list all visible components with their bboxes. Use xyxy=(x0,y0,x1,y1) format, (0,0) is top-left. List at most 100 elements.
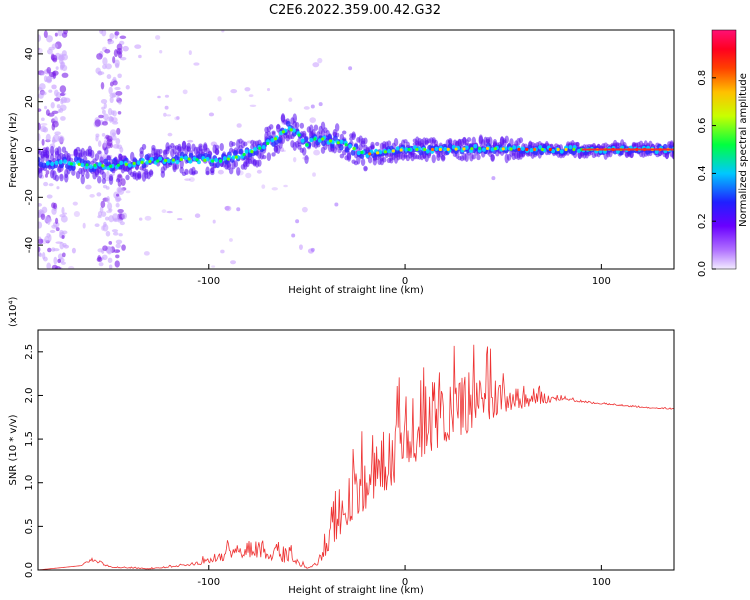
vertical-band-1-speckle xyxy=(105,63,112,70)
vertical-band-1-speckle xyxy=(109,33,115,40)
vertical-band-0-speckle xyxy=(45,133,51,142)
y-tick-label: -40 xyxy=(24,237,35,253)
vertical-band-0-speckle xyxy=(38,83,46,90)
ridge-core xyxy=(205,156,210,162)
outlier-speckle xyxy=(491,176,496,181)
ridge-peak xyxy=(423,147,427,152)
ridge-peak xyxy=(415,147,419,152)
noise-speckle xyxy=(211,265,216,268)
y-tick-label: 1.0 xyxy=(24,475,35,491)
noise-speckle xyxy=(144,215,152,221)
noise-speckle xyxy=(89,194,95,198)
vertical-band-0-speckle xyxy=(40,213,46,220)
vertical-band-0-speckle xyxy=(59,85,67,94)
ridge-halo xyxy=(372,158,378,166)
noise-speckle xyxy=(220,249,225,254)
ridge-halo xyxy=(89,149,95,159)
ridge-core xyxy=(443,146,448,152)
noise-speckle xyxy=(72,201,78,206)
y-tick-label: 0 xyxy=(24,146,35,152)
ridge-core xyxy=(214,157,219,163)
vertical-band-1-speckle xyxy=(96,192,102,197)
vertical-band-1-speckle xyxy=(111,135,117,141)
noise-speckle xyxy=(193,62,200,66)
noise-speckle xyxy=(177,217,183,221)
vertical-band-1-speckle xyxy=(101,109,106,115)
snr-frame xyxy=(37,329,675,571)
vertical-band-1-speckle xyxy=(117,110,122,115)
y-tick-label: 2.0 xyxy=(24,388,35,404)
ridge-peak xyxy=(509,147,513,151)
outlier-speckle xyxy=(318,102,323,107)
ridge-peak xyxy=(250,150,254,154)
ridge-halo xyxy=(141,143,147,150)
ridge-halo xyxy=(219,142,224,152)
vertical-band-1-speckle xyxy=(121,244,126,251)
ridge-halo xyxy=(575,141,580,147)
snr-series-line xyxy=(38,344,674,570)
ridge-peak xyxy=(525,147,529,152)
ridge-peak xyxy=(533,147,537,152)
x-tick-label: 100 xyxy=(592,276,611,287)
vertical-band-1-speckle xyxy=(102,245,108,251)
ridge-halo xyxy=(101,178,107,184)
y-tick-label: 20 xyxy=(24,95,35,108)
noise-speckle xyxy=(266,87,271,92)
ridge-peak xyxy=(485,146,490,151)
ridge-halo xyxy=(261,155,267,160)
ridge-peak xyxy=(297,133,301,137)
ridge-halo xyxy=(448,137,453,144)
vertical-band-1-speckle xyxy=(114,260,120,268)
outlier-speckle xyxy=(310,104,315,109)
ridge-body xyxy=(338,144,344,151)
vertical-band-1-speckle xyxy=(115,90,123,96)
ridge-peak xyxy=(360,150,364,154)
ridge-halo xyxy=(266,152,272,162)
noise-speckle xyxy=(164,105,169,110)
ridge-peak xyxy=(116,163,121,167)
ridge-body xyxy=(70,164,76,171)
colorbar: 0.0 0.2 0.4 0.6 0.8 Normalized spectral ampl… xyxy=(697,29,749,277)
vertical-band-0-speckle xyxy=(54,131,61,136)
snr-plot-area xyxy=(38,330,674,570)
noise-speckle xyxy=(261,184,266,189)
vertical-band-1-speckle xyxy=(105,134,110,140)
ridge-peak xyxy=(281,130,285,134)
ridge-halo xyxy=(94,153,100,161)
ridge-core xyxy=(386,149,391,154)
vertical-band-0-speckle xyxy=(46,262,52,269)
vertical-band-1-speckle xyxy=(120,178,126,187)
outlier-speckle xyxy=(334,202,339,207)
ridge-peak xyxy=(407,147,411,152)
vertical-band-0-speckle xyxy=(38,133,41,142)
ridge-halo xyxy=(375,141,380,147)
ridge-halo xyxy=(59,173,64,182)
ridge-core xyxy=(50,161,55,167)
vertical-band-0-speckle xyxy=(59,92,65,97)
vertical-band-1-speckle xyxy=(117,174,122,178)
vertical-band-0-speckle xyxy=(61,72,69,78)
ridge-halo xyxy=(193,170,199,175)
vertical-band-0-speckle xyxy=(44,105,48,110)
vertical-band-0-speckle xyxy=(51,54,58,62)
vertical-band-1-speckle xyxy=(97,255,102,261)
noise-speckle xyxy=(208,112,215,117)
ridge-halo xyxy=(101,171,107,180)
vertical-band-0-speckle xyxy=(55,227,60,232)
vertical-band-1-speckle xyxy=(109,93,116,98)
vertical-band-1-speckle xyxy=(112,80,118,86)
ridge-halo xyxy=(346,150,352,161)
ridge-halo xyxy=(148,170,154,176)
vertical-band-1-speckle xyxy=(116,95,120,100)
vertical-band-0-speckle xyxy=(38,122,41,131)
vertical-band-1-speckle xyxy=(112,56,116,64)
noise-speckle xyxy=(38,236,42,239)
vertical-band-0-speckle xyxy=(52,136,56,145)
vertical-band-0-speckle xyxy=(45,170,50,175)
ridge-halo xyxy=(518,137,524,144)
ridge-halo xyxy=(125,174,130,181)
ridge-peak xyxy=(132,161,136,165)
ridge-halo xyxy=(523,143,528,148)
ridge-core xyxy=(356,150,361,156)
snr-x-ticks: -100 0 100 xyxy=(197,565,611,588)
